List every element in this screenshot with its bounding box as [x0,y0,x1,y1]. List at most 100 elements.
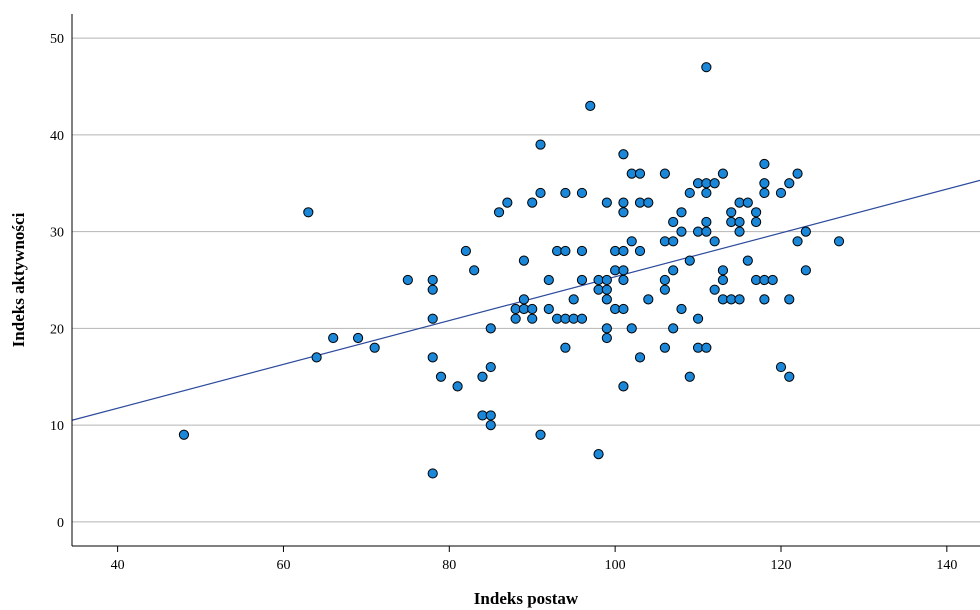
y-axis-title: Indeks aktywności [9,212,28,347]
x-tick-label: 140 [936,558,957,573]
data-point [427,468,438,479]
data-point [717,274,729,286]
data-point [701,342,712,353]
gridlines [72,37,980,523]
data-point [701,62,712,73]
data-point [792,168,803,179]
data-point [668,236,679,247]
data-point [502,197,513,208]
data-point [742,197,753,208]
data-point [427,313,438,324]
data-point [352,332,364,344]
data-point [701,226,712,237]
x-tick-labels: 40 60 80 100 120 140 [111,558,958,573]
data-point [734,294,745,305]
data-point [692,313,704,324]
data-point [784,294,795,305]
data-point [618,381,629,392]
data-point [485,410,496,421]
y-tick-label: 10 [50,419,64,434]
data-points [178,62,845,479]
data-point [643,197,654,208]
data-point [576,245,588,257]
y-tick-label: 50 [50,32,64,47]
data-point [676,303,687,315]
data-point [469,265,480,276]
data-point [601,197,612,208]
data-point [427,352,438,363]
x-tick-label: 120 [770,558,791,573]
data-point [618,149,629,160]
data-point [734,226,745,237]
data-point [178,429,190,440]
data-point [751,207,762,218]
data-point [751,216,762,228]
data-point [833,236,845,247]
data-point [643,294,654,305]
data-point [618,207,629,218]
data-point [535,429,546,440]
data-point [485,323,496,334]
data-point [493,207,505,218]
data-point [800,226,811,237]
y-tick-label: 40 [50,129,64,144]
x-tick-label: 60 [276,558,290,573]
data-point [759,187,770,199]
data-point [759,294,770,305]
x-tick-label: 80 [442,558,456,573]
data-point [601,294,612,305]
data-point [601,284,612,295]
data-point [742,255,753,266]
data-point [717,265,729,276]
data-point [709,284,720,295]
data-point [626,323,637,334]
y-tick-labels: 0 10 20 30 40 50 [50,32,64,531]
data-point [518,255,530,266]
data-point [585,100,596,111]
data-point [659,342,670,353]
data-point [792,236,803,247]
data-point [576,274,588,286]
data-point [527,313,538,324]
data-point [369,342,380,353]
data-point [717,168,729,179]
data-point [427,284,438,295]
y-tick-label: 0 [57,516,64,531]
data-point [634,352,646,363]
data-point [618,265,629,276]
data-point [659,284,670,295]
data-point [560,342,571,353]
data-point [485,361,496,373]
data-point [328,332,339,344]
x-tick-label: 40 [111,558,125,573]
data-point [759,158,770,170]
data-point [568,294,579,305]
data-point [535,139,546,150]
x-tick-label: 100 [605,558,626,573]
data-point [734,216,745,228]
data-point [303,207,314,218]
data-point [684,371,695,382]
data-point [701,216,712,228]
data-point [576,187,588,199]
data-point [784,371,795,382]
data-point [684,255,695,266]
x-axis-title: Indeks postaw [474,589,579,608]
data-point [601,323,612,334]
data-point [668,323,679,334]
data-point [634,245,646,257]
data-point [527,303,538,315]
data-point [634,168,646,179]
data-point [784,178,795,189]
data-point [601,274,612,286]
data-point [427,274,438,286]
y-tick-label: 20 [50,322,64,337]
data-point [684,187,695,199]
data-point [402,274,413,286]
data-point [676,207,687,218]
data-point [618,274,629,286]
data-point [485,419,496,431]
data-point [560,245,571,257]
data-point [759,178,770,189]
data-point [618,303,629,315]
